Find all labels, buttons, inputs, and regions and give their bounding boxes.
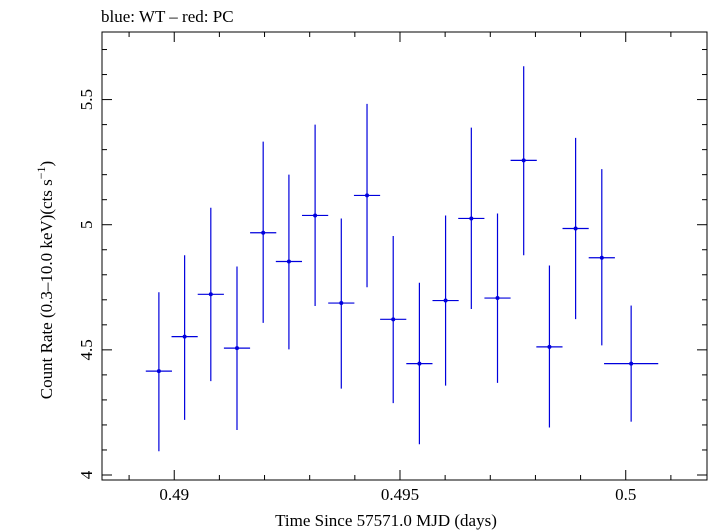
data-marker xyxy=(313,213,318,218)
data-marker xyxy=(417,361,422,366)
data-marker xyxy=(629,361,634,366)
y-axis-tick-labels: 4 4.5 5 5.5 xyxy=(77,89,96,479)
data-marker xyxy=(391,317,396,322)
data-point xyxy=(536,265,563,428)
data-marker xyxy=(208,292,213,297)
x-tick-label: 0.49 xyxy=(159,485,189,504)
data-points xyxy=(145,66,659,452)
y-axis-label: Count Rate (0.3–10.0 keV)(cts s−1) xyxy=(34,161,56,399)
data-marker xyxy=(573,226,578,231)
x-axis-label: Time Since 57571.0 MJD (days) xyxy=(275,511,497,530)
data-marker xyxy=(286,259,291,264)
data-marker xyxy=(261,230,266,235)
data-point xyxy=(171,255,198,420)
data-point xyxy=(250,141,277,323)
data-marker xyxy=(495,296,500,301)
x-axis-tick-labels: 0.49 0.495 0.5 xyxy=(159,485,636,504)
data-point xyxy=(432,215,459,386)
data-marker xyxy=(156,369,161,374)
data-point xyxy=(562,137,589,320)
data-marker xyxy=(443,298,448,303)
data-point xyxy=(604,305,659,422)
data-point xyxy=(197,207,224,382)
x-tick-label: 0.5 xyxy=(615,485,636,504)
data-marker xyxy=(339,301,344,306)
y-tick-label: 5 xyxy=(77,220,96,229)
plot-frame xyxy=(101,31,708,481)
data-marker xyxy=(365,193,370,198)
data-marker xyxy=(469,216,474,221)
y-tick-label: 5.5 xyxy=(77,89,96,110)
chart-title: blue: WT – red: PC xyxy=(101,7,234,26)
data-point xyxy=(353,103,381,288)
data-point xyxy=(145,292,172,452)
x-axis-ticks xyxy=(128,32,672,480)
y-axis-label-close: ) xyxy=(37,161,56,167)
data-point xyxy=(328,218,355,389)
data-point xyxy=(380,235,407,404)
data-point xyxy=(510,66,537,256)
data-marker xyxy=(599,255,604,260)
x-tick-label: 0.495 xyxy=(381,485,419,504)
data-point xyxy=(458,127,485,310)
y-axis-label-main: Count Rate (0.3–10.0 keV)(cts s xyxy=(37,179,56,399)
data-marker xyxy=(521,158,526,163)
data-marker xyxy=(182,334,187,339)
data-point xyxy=(275,174,303,350)
data-point xyxy=(406,282,433,445)
y-axis-label-superscript: −1 xyxy=(34,166,48,179)
data-point xyxy=(588,169,615,346)
data-marker xyxy=(234,346,239,351)
data-point xyxy=(302,124,329,307)
y-axis-ticks xyxy=(102,49,707,476)
y-tick-label: 4 xyxy=(77,470,96,479)
data-marker xyxy=(547,344,552,349)
data-point xyxy=(223,266,251,430)
y-tick-label: 4.5 xyxy=(77,339,96,360)
data-point xyxy=(484,213,511,383)
